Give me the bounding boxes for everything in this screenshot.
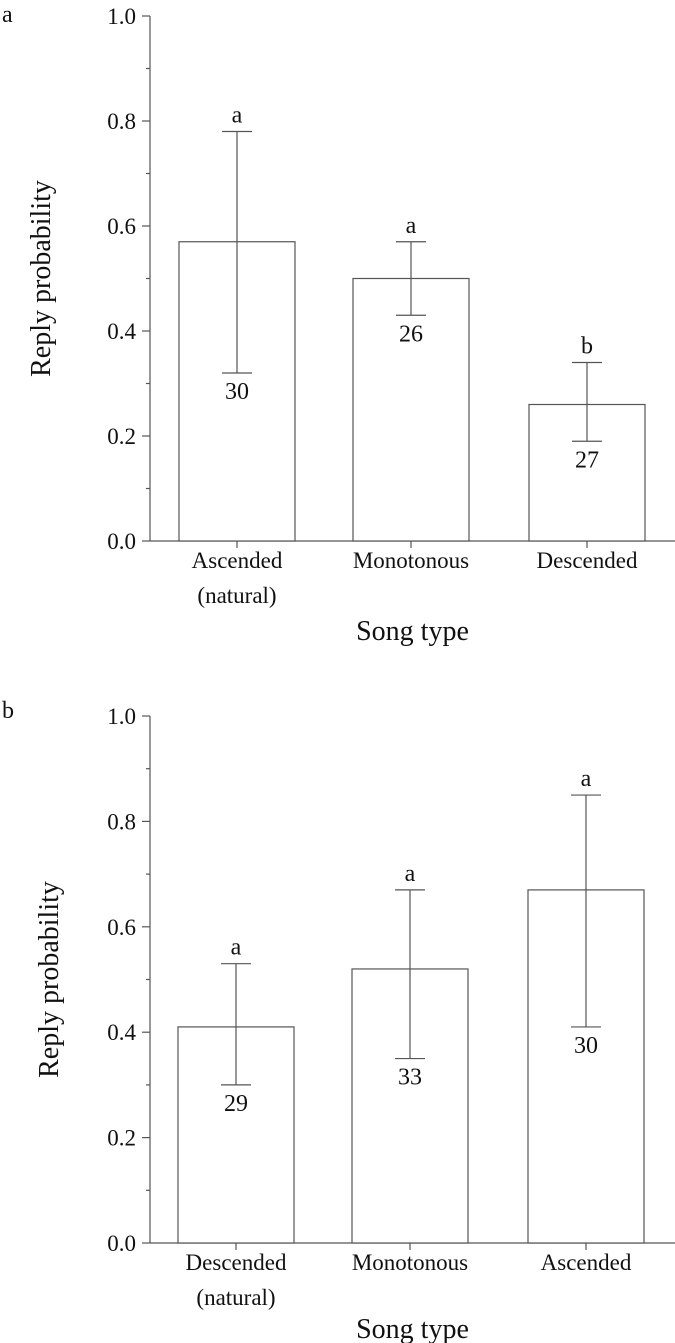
x-category-label: Ascended bbox=[192, 548, 283, 573]
panel-letter: a bbox=[2, 2, 13, 28]
y-tick-label: 0.6 bbox=[107, 214, 136, 239]
significance-label: a bbox=[405, 861, 416, 887]
x-category-label: Descended bbox=[186, 1250, 287, 1275]
x-category-label: (natural) bbox=[196, 1285, 275, 1310]
y-tick-label: 0.6 bbox=[107, 915, 136, 940]
significance-label: a bbox=[231, 935, 242, 961]
x-category-label: Monotonous bbox=[353, 548, 469, 573]
significance-label: a bbox=[406, 213, 417, 239]
y-tick-label: 0.2 bbox=[107, 424, 136, 449]
sample-size-label: 30 bbox=[574, 1033, 598, 1059]
x-category-label: Ascended bbox=[541, 1250, 632, 1275]
y-tick-label: 1.0 bbox=[107, 4, 136, 29]
bar bbox=[352, 277, 470, 542]
sample-size-label: 26 bbox=[399, 321, 423, 347]
x-axis-title: Song type bbox=[356, 616, 469, 647]
y-tick-label: 0.0 bbox=[107, 1231, 136, 1256]
x-category-label: Monotonous bbox=[352, 1250, 468, 1275]
panel-letter: b bbox=[2, 698, 14, 724]
y-tick-label: 0.2 bbox=[107, 1126, 136, 1151]
y-tick-label: 0.8 bbox=[107, 809, 136, 834]
y-axis-title: Reply probability bbox=[34, 881, 65, 1078]
x-category-label: Descended bbox=[537, 548, 638, 573]
y-axis-title: Reply probability bbox=[26, 180, 57, 377]
y-tick-label: 0.4 bbox=[107, 1020, 136, 1045]
y-tick-label: 0.0 bbox=[107, 529, 136, 554]
x-category-label: (natural) bbox=[197, 583, 276, 608]
sample-size-label: 33 bbox=[398, 1065, 422, 1091]
sample-size-label: 27 bbox=[575, 447, 599, 473]
x-axis-title: Song type bbox=[356, 1314, 469, 1343]
chart-panel-b: b 0.0 0.2 0.4 0.6 0.8 1.0 a 29 Descended (natural)… bbox=[2, 698, 675, 1343]
y-tick-label: 0.4 bbox=[107, 319, 136, 344]
y-tick-label: 1.0 bbox=[107, 704, 136, 729]
significance-label: a bbox=[232, 103, 243, 129]
y-tick-label: 0.8 bbox=[107, 109, 136, 134]
sample-size-label: 30 bbox=[225, 379, 249, 405]
significance-label: b bbox=[581, 334, 593, 360]
sample-size-label: 29 bbox=[224, 1091, 248, 1117]
significance-label: a bbox=[581, 766, 592, 792]
chart-panel-a: a 0.0 0.2 0.4 0.6 0.8 1.0 a 30 Ascended (natural) a… bbox=[2, 2, 675, 647]
